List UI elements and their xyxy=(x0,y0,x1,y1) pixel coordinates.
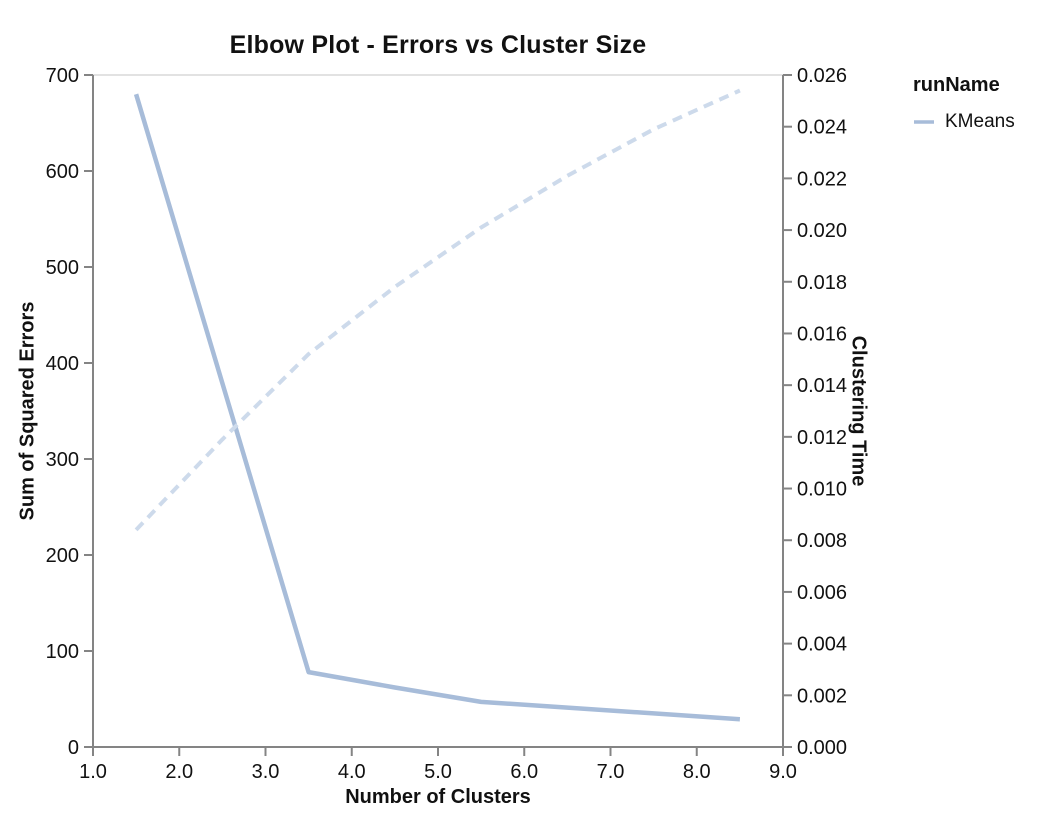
legend-item-kmeans: KMeans xyxy=(913,111,1015,133)
y-right-tick-label: 0.020 xyxy=(797,220,847,242)
right-axis-title: Clustering Time xyxy=(847,335,870,487)
y-left-tick-label: 700 xyxy=(46,65,79,87)
y-left-tick-label: 0 xyxy=(68,737,79,759)
x-tick-label: 1.0 xyxy=(79,761,107,783)
y-left-tick-label: 300 xyxy=(46,449,79,471)
x-tick-label: 2.0 xyxy=(165,761,193,783)
x-tick-label: 8.0 xyxy=(683,761,711,783)
x-tick-label: 5.0 xyxy=(424,761,452,783)
legend-line-swatch xyxy=(914,120,934,124)
y-right-tick-label: 0.022 xyxy=(797,168,847,190)
x-tick-label: 6.0 xyxy=(510,761,538,783)
legend-title: runName xyxy=(913,74,1000,96)
x-tick-label: 4.0 xyxy=(338,761,366,783)
legend: runName KMeans xyxy=(913,74,1015,133)
chart-title: Elbow Plot - Errors vs Cluster Size xyxy=(229,31,647,59)
y-right-tick-label: 0.018 xyxy=(797,272,847,294)
legend-item-label: KMeans xyxy=(945,111,1015,132)
y-right-tick-label: 0.000 xyxy=(797,737,847,759)
y-right-tick-label: 0.010 xyxy=(797,479,847,501)
y-right-tick-label: 0.002 xyxy=(797,685,847,707)
y-left-tick-label: 600 xyxy=(46,161,79,183)
y-left-tick-label: 100 xyxy=(46,641,79,663)
y-right-tick-label: 0.016 xyxy=(797,323,847,345)
x-tick-label: 9.0 xyxy=(769,761,797,783)
left-axis-title: Sum of Squared Errors xyxy=(16,301,39,521)
y-left-tick-label: 400 xyxy=(46,353,79,375)
y-right-tick-label: 0.006 xyxy=(797,582,847,604)
y-right-tick-label: 0.014 xyxy=(797,375,847,397)
y-right-tick-label: 0.008 xyxy=(797,530,847,552)
y-right-tick-label: 0.026 xyxy=(797,65,847,87)
sse-line xyxy=(133,93,741,722)
y-right-tick-label: 0.012 xyxy=(797,427,847,449)
clustering-time-line xyxy=(134,88,741,532)
y-left-tick-label: 500 xyxy=(46,257,79,279)
x-tick-label: 7.0 xyxy=(597,761,625,783)
y-right-tick-label: 0.004 xyxy=(797,634,847,656)
x-axis-title: Number of Clusters xyxy=(345,786,531,808)
y-left-tick-label: 200 xyxy=(46,545,79,567)
x-tick-label: 3.0 xyxy=(252,761,280,783)
y-right-tick-label: 0.024 xyxy=(797,117,847,139)
